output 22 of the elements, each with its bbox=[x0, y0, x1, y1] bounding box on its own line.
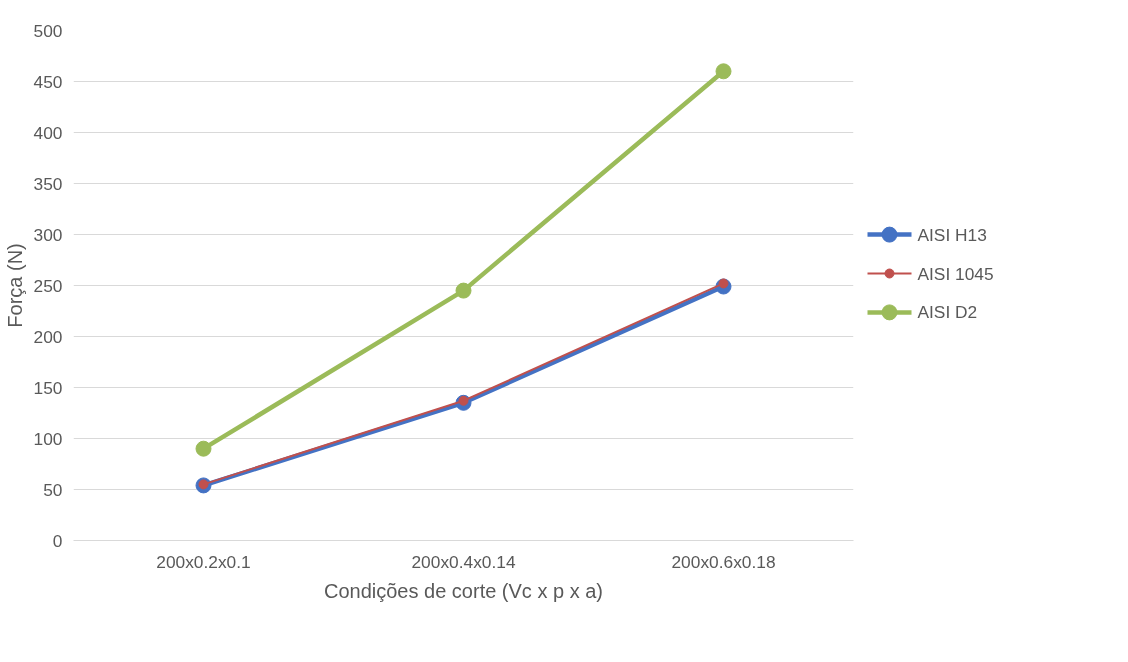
legend-label: AISI H13 bbox=[917, 224, 987, 245]
x-tick-label: 200x0.2x0.1 bbox=[156, 551, 251, 572]
y-axis-title: Força (N) bbox=[3, 243, 26, 328]
y-tick-label: 50 bbox=[43, 479, 63, 500]
y-tick-label: 0 bbox=[52, 530, 63, 551]
point bbox=[715, 63, 732, 80]
y-tick-label: 350 bbox=[33, 173, 63, 194]
y-tick-label: 150 bbox=[33, 377, 63, 398]
legend-label: AISI 1045 bbox=[917, 263, 994, 284]
y-tick-label: 400 bbox=[33, 122, 63, 143]
point bbox=[195, 440, 212, 457]
y-tick-label: 250 bbox=[33, 275, 63, 296]
x-tick-label: 200x0.6x0.18 bbox=[671, 551, 776, 572]
x-tick-label: 200x0.4x0.14 bbox=[411, 551, 516, 572]
y-tick-label: 500 bbox=[33, 20, 63, 41]
y-tick-label: 100 bbox=[33, 428, 63, 449]
y-tick-label: 450 bbox=[33, 71, 63, 92]
y-tick-label: 300 bbox=[33, 224, 63, 245]
point bbox=[455, 282, 472, 299]
x-axis-title: Condições de corte (Vc x p x a) bbox=[323, 579, 604, 602]
legend-label: AISI D2 bbox=[917, 302, 978, 323]
y-tick-label: 200 bbox=[33, 326, 63, 347]
